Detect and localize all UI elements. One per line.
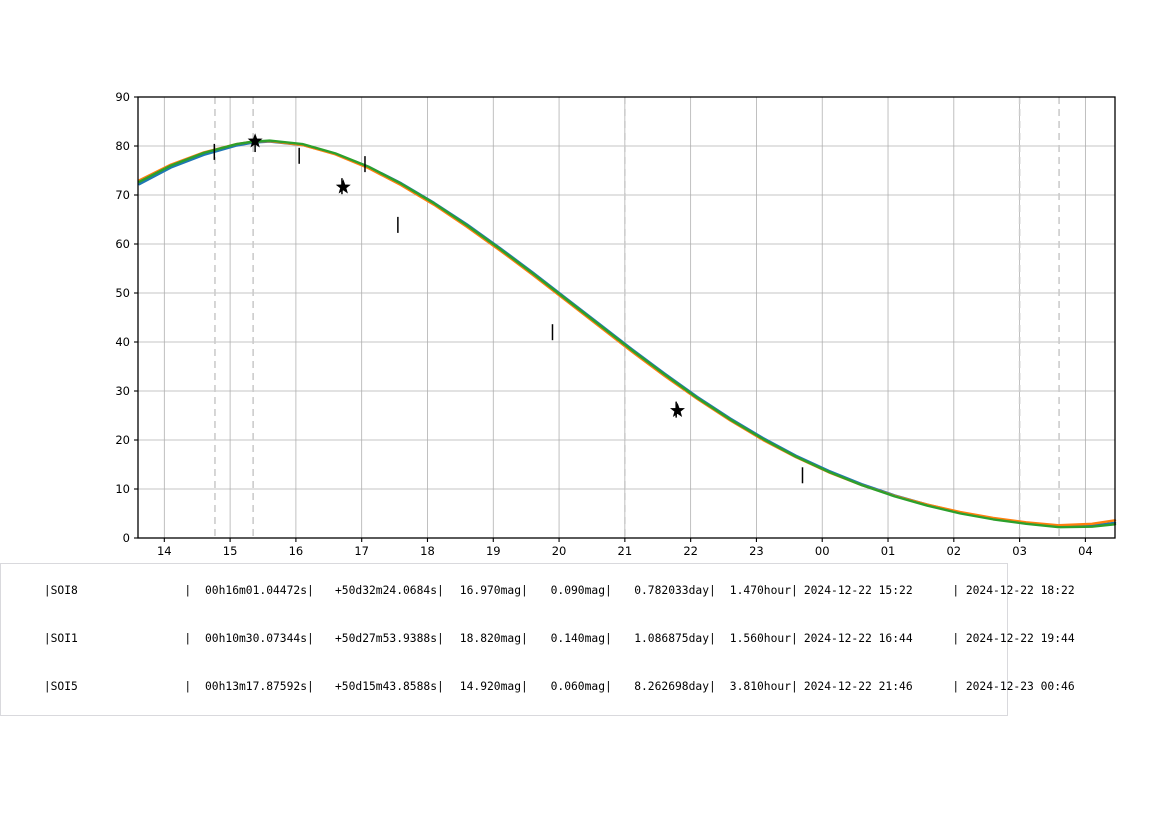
altitude-plot-figure: 0 10 20 30 40 50 60 70 80 90 14 15 16 17 18 19 20 21 22 23… <box>115 90 1117 558</box>
targets-table: |SOI8 | 00h16m01.04472s| +50d32m24.0684s| 16… <box>0 563 1075 716</box>
observation-markers-layer <box>247 133 685 417</box>
table-row: |SOI1 | 00h10m30.07344s| +50d27m53.9388s| 18… <box>1 615 1075 663</box>
cell-end-time: 2024-12-22 19:44 <box>965 632 1075 645</box>
cell-start-time: 2024-12-22 15:22 <box>803 584 913 597</box>
cell-right-ascension: 00h13m17.87592s| <box>204 680 314 693</box>
cell-period: 0.782033day| <box>634 584 716 597</box>
y-tick-label: 90 <box>115 90 130 104</box>
cell-separator: | <box>952 680 960 693</box>
cell-separator: | <box>184 680 192 693</box>
cell-magnitude: 18.820mag| <box>459 632 528 645</box>
x-tick-label: 03 <box>1012 544 1027 558</box>
table-row: |SOI5 | 00h13m17.87592s| +50d15m43.8588s| 14… <box>1 663 1075 711</box>
vertical-marker-lines <box>214 97 1060 538</box>
x-tick-label: 02 <box>946 544 961 558</box>
cell-magnitude-error: 0.140mag| <box>550 632 612 645</box>
cell-right-ascension: 00h16m01.04472s| <box>204 584 314 597</box>
cell-right-ascension: 00h10m30.07344s| <box>204 632 314 645</box>
x-tick-label: 17 <box>354 544 369 558</box>
y-tick-label: 30 <box>115 384 130 398</box>
cell-duration: 1.470hour| <box>729 584 798 597</box>
y-tick-label: 40 <box>115 335 130 349</box>
cell-separator: | <box>184 584 192 597</box>
y-tick-label: 50 <box>115 286 130 300</box>
x-tick-label: 23 <box>749 544 764 558</box>
x-tick-label: 04 <box>1078 544 1093 558</box>
axes-frame <box>134 96 1116 542</box>
cell-end-time: 2024-12-22 18:22 <box>965 584 1075 597</box>
cell-separator: | <box>184 632 192 645</box>
cell-duration: 1.560hour| <box>729 632 798 645</box>
grid-layer <box>138 96 1115 538</box>
cell-magnitude: 14.920mag| <box>459 680 528 693</box>
cell-declination: +50d32m24.0684s| <box>334 584 444 597</box>
cell-target-name: |SOI8 <box>43 584 78 597</box>
y-tick-label: 60 <box>115 237 130 251</box>
series-layer <box>138 139 1117 529</box>
cell-start-time: 2024-12-22 21:46 <box>803 680 913 693</box>
x-tick-label: 18 <box>420 544 435 558</box>
x-tick-label: 20 <box>552 544 567 558</box>
cell-magnitude: 16.970mag| <box>459 584 528 597</box>
cell-declination: +50d15m43.8588s| <box>334 680 444 693</box>
y-axis-tick-labels: 0 10 20 30 40 50 60 70 80 90 <box>115 90 130 545</box>
cell-separator: | <box>952 584 960 597</box>
y-tick-label: 20 <box>115 433 130 447</box>
x-tick-label: 00 <box>815 544 830 558</box>
y-tick-label: 0 <box>123 531 130 545</box>
x-tick-label: 21 <box>618 544 633 558</box>
table-row: |SOI8 | 00h16m01.04472s| +50d32m24.0684s| 16… <box>1 567 1075 615</box>
x-tick-label: 19 <box>486 544 501 558</box>
x-tick-label: 15 <box>223 544 238 558</box>
x-tick-label: 14 <box>157 544 172 558</box>
y-tick-label: 70 <box>115 188 130 202</box>
cell-target-name: |SOI5 <box>43 680 78 693</box>
cell-magnitude-error: 0.090mag| <box>550 584 612 597</box>
cell-separator: | <box>952 632 960 645</box>
cell-start-time: 2024-12-22 16:44 <box>803 632 913 645</box>
cell-declination: +50d27m53.9388s| <box>334 632 444 645</box>
y-tick-label: 80 <box>115 139 130 153</box>
x-tick-label: 01 <box>881 544 896 558</box>
x-tick-label: 16 <box>289 544 304 558</box>
x-tick-label: 22 <box>683 544 698 558</box>
cell-duration: 3.810hour| <box>729 680 798 693</box>
cell-period: 8.262698day| <box>634 680 716 693</box>
cell-end-time: 2024-12-23 00:46 <box>965 680 1075 693</box>
x-axis-tick-labels: 14 15 16 17 18 19 20 21 22 23 00 01 02 03 04 <box>157 544 1093 558</box>
cell-magnitude-error: 0.060mag| <box>550 680 612 693</box>
y-tick-label: 10 <box>115 482 130 496</box>
cell-period: 1.086875day| <box>634 632 716 645</box>
cell-target-name: |SOI1 <box>43 632 78 645</box>
